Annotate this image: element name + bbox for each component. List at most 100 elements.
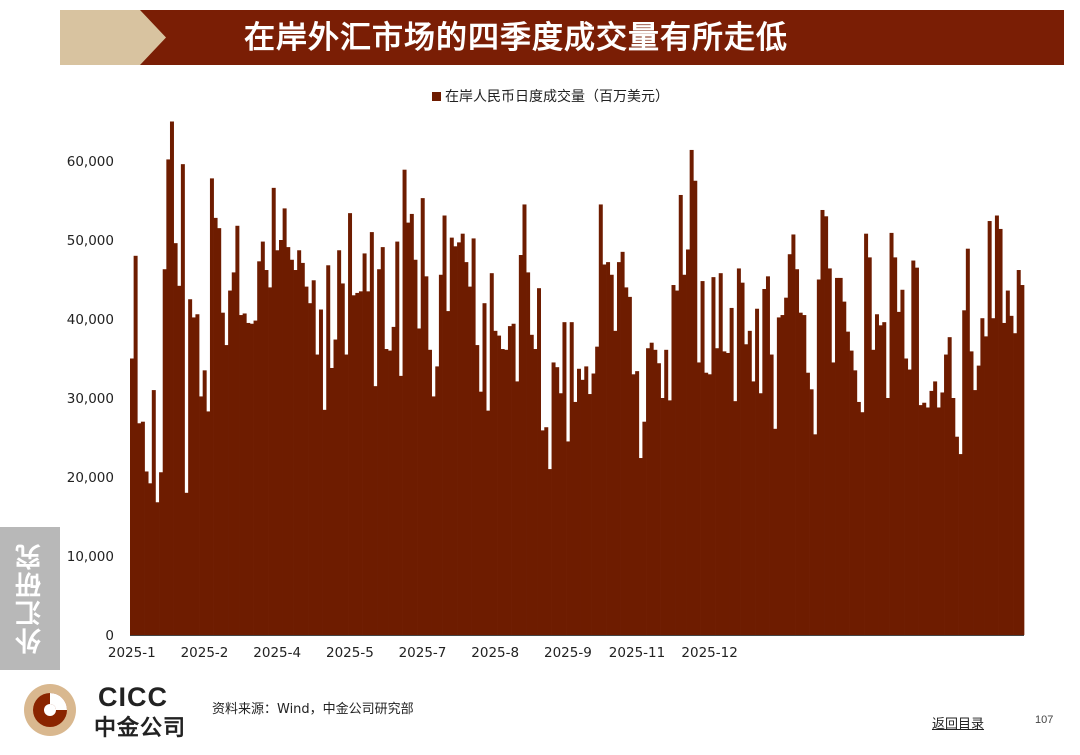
- bar: [671, 285, 676, 635]
- bar: [755, 308, 760, 635]
- logo-text-cn: 中金公司: [94, 716, 187, 741]
- bar: [217, 228, 222, 635]
- bar: [180, 164, 185, 635]
- bar: [696, 362, 701, 635]
- bar: [969, 351, 974, 635]
- bar: [195, 314, 200, 635]
- y-tick-label: 50,000: [67, 233, 114, 249]
- bar: [1013, 333, 1018, 635]
- bar: [159, 472, 164, 635]
- bar: [733, 401, 738, 635]
- bar: [297, 250, 302, 635]
- bar: [744, 344, 749, 635]
- x-tick-label: 2025-1: [108, 645, 156, 661]
- bar: [562, 322, 567, 635]
- bar: [638, 458, 643, 635]
- bar: [682, 274, 687, 635]
- bar: [497, 335, 502, 635]
- side-tab: 外汇研究: [0, 527, 60, 670]
- bar: [293, 270, 298, 635]
- bar: [631, 374, 636, 635]
- bar: [933, 381, 938, 635]
- bar: [976, 365, 981, 635]
- bar: [148, 483, 153, 635]
- bar: [675, 290, 680, 635]
- bar: [533, 349, 538, 635]
- bar: [271, 187, 276, 636]
- y-tick-label: 20,000: [67, 470, 114, 486]
- bar: [275, 250, 280, 635]
- bar: [954, 436, 959, 635]
- bar: [169, 121, 174, 635]
- bar: [475, 345, 480, 635]
- bar: [242, 313, 247, 635]
- bar: [337, 250, 342, 635]
- bar: [220, 312, 225, 635]
- bar: [918, 405, 923, 635]
- bar: [616, 262, 621, 635]
- bar: [420, 198, 425, 635]
- bar: [867, 257, 872, 635]
- bar: [199, 396, 204, 635]
- bar: [249, 323, 254, 635]
- bar: [627, 296, 632, 635]
- bar: [882, 322, 887, 635]
- bar: [947, 337, 952, 635]
- bar: [453, 246, 458, 635]
- bar: [417, 328, 422, 635]
- bar: [704, 372, 709, 635]
- bar: [551, 362, 556, 635]
- bar: [653, 349, 658, 635]
- x-tick-label: 2025-9: [544, 645, 592, 661]
- chart-legend: 在岸人民币日度成交量（百万美元）: [432, 86, 669, 106]
- bar: [620, 251, 625, 635]
- bar: [358, 291, 363, 635]
- bar: [726, 352, 730, 635]
- bar: [289, 259, 294, 635]
- bar: [246, 322, 251, 635]
- bar: [889, 232, 894, 635]
- bar: [805, 372, 810, 635]
- bar: [144, 471, 149, 635]
- bar: [900, 289, 905, 635]
- logo-text-en: CICC: [98, 682, 168, 712]
- x-tick-label: 2025-5: [326, 645, 374, 661]
- bar: [202, 370, 207, 635]
- bar: [500, 349, 505, 635]
- bar: [962, 310, 967, 635]
- x-tick-label: 2025-8: [471, 645, 519, 661]
- bar: [133, 255, 138, 636]
- bar: [231, 272, 236, 635]
- bar: [442, 215, 447, 635]
- bar: [911, 260, 916, 635]
- back-to-contents-link[interactable]: 返回目录: [932, 717, 985, 732]
- bar: [606, 262, 611, 635]
- bar: [166, 159, 171, 636]
- bar: [573, 401, 578, 635]
- bar: [464, 262, 469, 635]
- bar: [878, 325, 883, 635]
- bar: [816, 279, 821, 635]
- source-note: 资料来源：Wind，中金公司研究部: [212, 702, 414, 717]
- bar: [529, 334, 534, 635]
- bar: [377, 269, 382, 635]
- bar: [700, 281, 705, 635]
- slide-title: 在岸外汇市场的四季度成交量有所走低: [244, 20, 788, 56]
- bar: [896, 311, 901, 635]
- bar: [827, 268, 832, 635]
- bar: [409, 213, 414, 635]
- bar: [925, 407, 930, 635]
- bar: [689, 149, 694, 635]
- bar: [224, 345, 229, 635]
- bar: [431, 396, 436, 635]
- bar: [686, 249, 690, 636]
- bar: [991, 318, 996, 635]
- bar: [467, 286, 472, 635]
- bar: [871, 349, 876, 635]
- bar: [424, 276, 429, 635]
- bar: [987, 221, 992, 636]
- bar: [235, 225, 240, 635]
- bar: [351, 295, 356, 635]
- bar: [984, 336, 988, 635]
- bar: [951, 398, 956, 635]
